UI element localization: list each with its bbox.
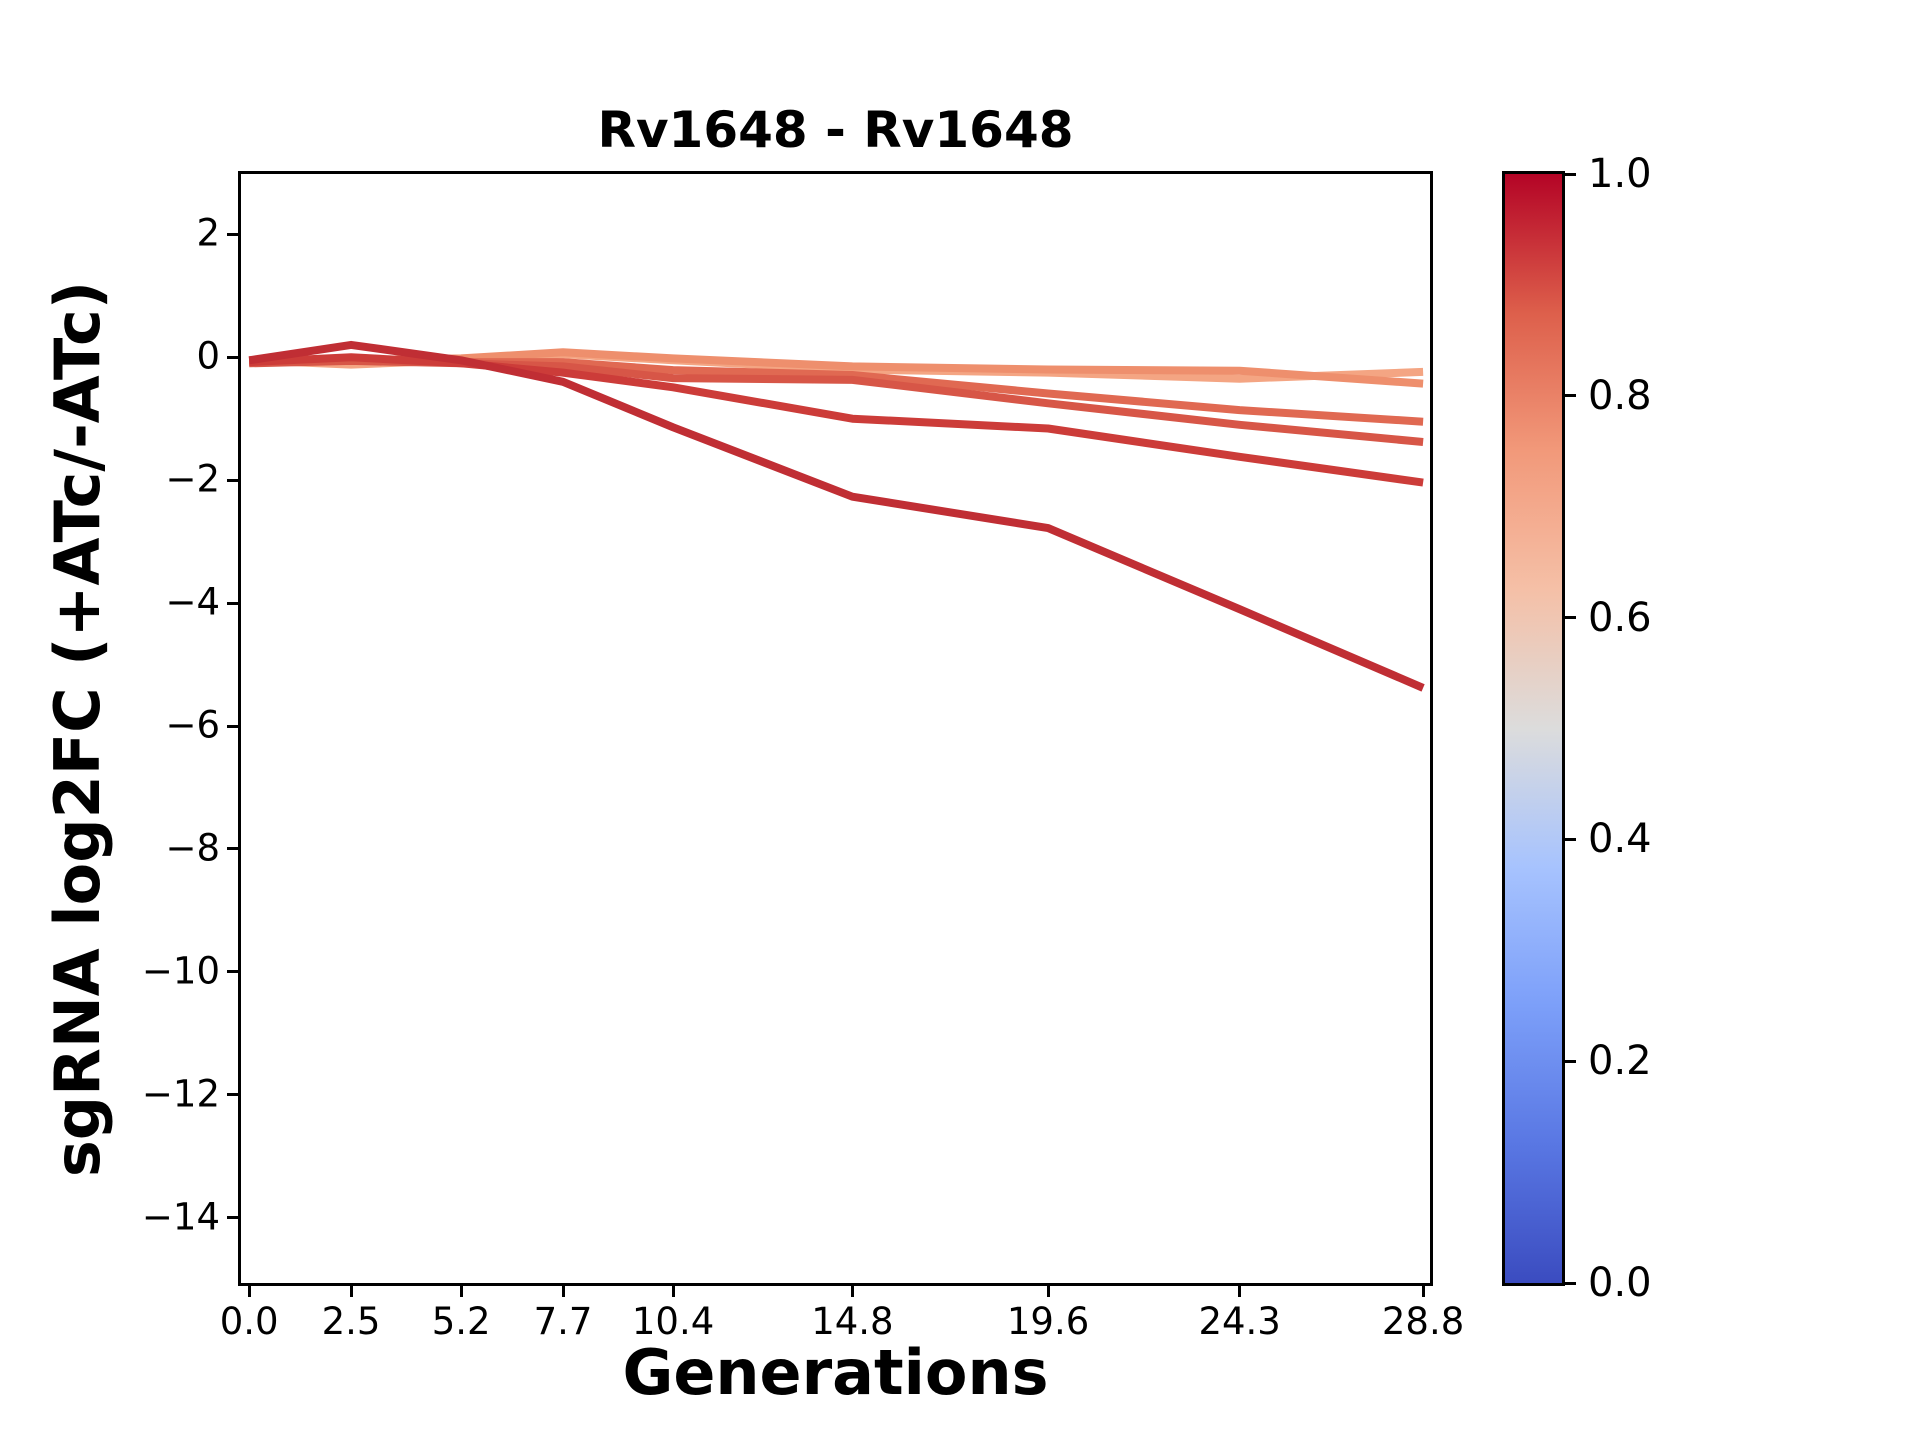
tick-mark (227, 478, 241, 482)
x-tick-label: 5.2 (431, 1300, 491, 1343)
y-tick-label: −6 (165, 703, 220, 747)
tick-mark (227, 847, 241, 851)
y-tick-label: 2 (196, 211, 220, 255)
series-sgRNA-darkest (248, 340, 1425, 692)
tick-mark (227, 1216, 241, 1220)
tick-mark (1046, 1283, 1050, 1297)
tick-mark (1562, 172, 1576, 176)
x-axis-label: Generations (622, 1336, 1049, 1409)
colorbar-tick-label: 0.2 (1588, 1038, 1652, 1085)
y-tick-label: −8 (165, 826, 220, 870)
tick-mark (349, 1283, 353, 1297)
tick-mark (1562, 616, 1576, 620)
x-tick-label: 14.8 (811, 1300, 894, 1343)
x-tick-label: 19.6 (1006, 1300, 1090, 1343)
x-tick-label: 10.4 (631, 1300, 715, 1343)
tick-mark (1421, 1283, 1425, 1297)
colorbar-tick-label: 0.4 (1588, 816, 1652, 863)
x-tick-label: 7.7 (533, 1300, 593, 1343)
tick-mark (227, 1093, 241, 1097)
series-sgRNA-dark (249, 353, 1424, 487)
tick-mark (227, 724, 241, 728)
tick-mark (227, 601, 241, 605)
tick-mark (671, 1283, 675, 1297)
y-tick-label: 0 (196, 334, 220, 378)
tick-mark (1238, 1283, 1242, 1297)
tick-mark (1562, 394, 1576, 398)
colorbar-tick-label: 0.6 (1588, 594, 1652, 641)
line-chart (248, 340, 1425, 692)
chart-title: Rv1648 - Rv1648 (597, 101, 1074, 159)
plot-area (238, 171, 1433, 1286)
x-tick-label: 28.8 (1381, 1300, 1465, 1343)
tick-mark (459, 1283, 463, 1297)
tick-mark (1562, 1059, 1576, 1063)
colorbar-tick-label: 0.8 (1588, 372, 1652, 419)
y-axis-label: sgRNA log2FC (+ATc/-ATc) (41, 280, 114, 1178)
y-tick-label: −2 (165, 457, 220, 501)
tick-mark (227, 970, 241, 974)
x-tick-label: 24.3 (1198, 1300, 1281, 1343)
tick-mark (227, 232, 241, 236)
tick-mark (227, 355, 241, 359)
tick-mark (850, 1283, 854, 1297)
tick-mark (561, 1283, 565, 1297)
y-tick-label: −12 (141, 1072, 220, 1116)
x-tick-label: 2.5 (321, 1300, 381, 1343)
colorbar-tick-label: 1.0 (1588, 151, 1652, 197)
y-tick-label: −14 (141, 1195, 220, 1239)
colorbar-tick-label: 0.0 (1588, 1260, 1652, 1306)
colorbar (1502, 171, 1565, 1286)
tick-mark (247, 1283, 251, 1297)
tick-mark (1562, 1281, 1576, 1285)
x-tick-label: 0.0 (219, 1300, 279, 1343)
y-tick-label: −4 (165, 580, 220, 624)
tick-mark (1562, 837, 1576, 841)
y-tick-label: −10 (141, 949, 220, 993)
